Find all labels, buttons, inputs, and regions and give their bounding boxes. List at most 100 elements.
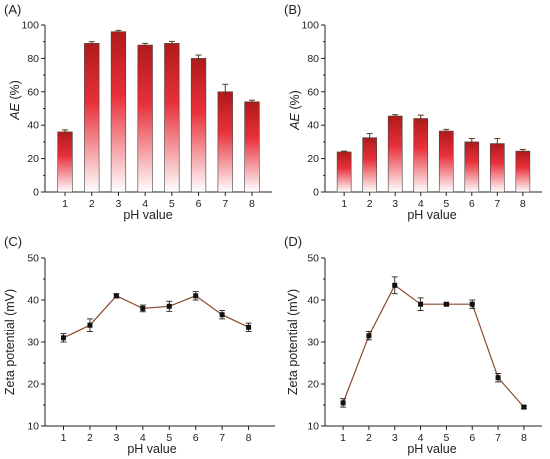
data-point xyxy=(443,301,449,307)
y-tick-label: 10 xyxy=(27,421,39,433)
y-tick-label: 40 xyxy=(307,295,319,307)
bar xyxy=(490,143,505,193)
data-point xyxy=(340,400,346,406)
data-point xyxy=(418,301,424,307)
x-tick-label: 6 xyxy=(469,432,475,444)
panel-label-a: (A) xyxy=(4,2,21,17)
x-tick-label: 4 xyxy=(140,432,146,444)
y-tick-label: 20 xyxy=(27,153,39,165)
bar xyxy=(464,141,480,193)
x-tick-label: 1 xyxy=(340,432,346,444)
x-tick-label: 7 xyxy=(495,432,501,444)
y-tick-label: 60 xyxy=(307,86,319,98)
panel-label-b: (B) xyxy=(284,2,301,17)
bar xyxy=(336,151,352,193)
x-tick-label: 4 xyxy=(418,432,424,444)
x-tick-label: 3 xyxy=(116,198,122,210)
x-tick-label: 3 xyxy=(392,432,398,444)
y-axis-label-b: AE (%) xyxy=(288,90,302,131)
x-tick-label: 1 xyxy=(61,432,67,444)
y-tick-label: 50 xyxy=(307,253,319,265)
y-tick-label: 40 xyxy=(307,120,319,132)
x-tick-label: 6 xyxy=(469,198,475,210)
y-axis-label-c: Zeta potential (mV) xyxy=(3,289,17,395)
bar xyxy=(164,43,180,193)
data-point xyxy=(366,333,372,339)
panel-label-d: (D) xyxy=(284,234,302,249)
x-axis-label-d: pH value xyxy=(407,442,456,456)
bar xyxy=(413,118,429,193)
data-point xyxy=(193,293,199,299)
x-tick-label: 7 xyxy=(222,198,228,210)
x-tick-label: 6 xyxy=(193,432,199,444)
x-tick-label: 2 xyxy=(367,198,373,210)
y-tick-label: 30 xyxy=(27,337,39,349)
bar xyxy=(110,31,127,193)
axes-d: 10 20 30 40 50 1 2 3 4 5 6 7 8 xyxy=(307,253,542,444)
panel-label-c: (C) xyxy=(4,234,22,249)
y-tick-label: 20 xyxy=(27,379,39,391)
data-point xyxy=(469,301,475,307)
y-tick-label: 50 xyxy=(27,253,39,265)
x-tick-label: 1 xyxy=(62,198,68,210)
data-point xyxy=(495,375,501,381)
x-tick-label: 5 xyxy=(166,432,172,444)
x-tick-label: 2 xyxy=(87,432,93,444)
y-tick-label: 20 xyxy=(307,153,319,165)
x-tick-label: 7 xyxy=(494,198,500,210)
bar xyxy=(190,58,207,193)
y-tick-label: 80 xyxy=(307,53,319,65)
panel-c: (C) 10 20 30 40 50 1 2 3 4 5 6 7 8 Zeta potential (m… xyxy=(3,234,275,456)
x-tick-label: 2 xyxy=(366,432,372,444)
panel-d: (D) 10 20 30 40 50 1 2 3 4 5 6 7 8 Zeta potential (m… xyxy=(284,234,542,456)
y-tick-label: 0 xyxy=(313,187,319,199)
y-tick-label: 100 xyxy=(301,20,319,32)
y-tick-label: 40 xyxy=(27,295,39,307)
bar xyxy=(515,150,531,193)
x-tick-label: 2 xyxy=(89,198,95,210)
data-point xyxy=(246,324,252,330)
panel-a: (A) 0 20 40 60 80 100 1 2 3 4 5 6 7 8 AE (%) pH value xyxy=(4,2,272,222)
x-tick-label: 4 xyxy=(418,198,424,210)
y-tick-label: 40 xyxy=(27,120,39,132)
x-tick-label: 8 xyxy=(520,198,526,210)
bar xyxy=(362,137,377,193)
x-tick-label: 7 xyxy=(219,432,225,444)
data-point xyxy=(166,303,172,309)
series-line xyxy=(342,284,525,408)
x-tick-label: 3 xyxy=(113,432,119,444)
bar xyxy=(217,91,233,193)
data-point xyxy=(392,282,398,288)
y-tick-label: 80 xyxy=(27,53,39,65)
x-axis-label-c: pH value xyxy=(127,442,176,456)
y-axis-label-a: AE (%) xyxy=(8,80,22,121)
axes-b: 0 20 40 60 80 100 1 2 3 4 5 6 7 8 xyxy=(301,20,542,210)
data-point xyxy=(61,335,67,341)
data-point xyxy=(219,312,225,318)
data-point xyxy=(87,322,93,328)
bar xyxy=(387,115,403,193)
panel-b: (B) 0 20 40 60 80 100 1 2 3 4 5 6 7 8 AE (%) pH value xyxy=(284,2,542,222)
bar xyxy=(57,131,73,193)
axes-a: 0 20 40 60 80 100 1 2 3 4 5 6 7 8 xyxy=(21,20,272,210)
x-tick-label: 8 xyxy=(521,432,527,444)
bar xyxy=(244,101,260,193)
data-point xyxy=(521,404,527,410)
data-point xyxy=(140,305,146,311)
y-tick-label: 100 xyxy=(21,20,39,32)
axes-c: 10 20 30 40 50 1 2 3 4 5 6 7 8 xyxy=(27,253,275,444)
data-point xyxy=(113,293,119,299)
series-line xyxy=(63,295,249,339)
y-tick-label: 20 xyxy=(307,379,319,391)
x-axis-label-b: pH value xyxy=(407,208,456,222)
y-tick-label: 30 xyxy=(307,337,319,349)
x-tick-label: 5 xyxy=(443,432,449,444)
x-tick-label: 1 xyxy=(341,198,347,210)
bar xyxy=(438,130,454,193)
y-tick-label: 0 xyxy=(33,187,39,199)
x-tick-label: 3 xyxy=(392,198,398,210)
x-axis-label-a: pH value xyxy=(123,208,172,222)
bar xyxy=(137,44,153,193)
x-tick-label: 5 xyxy=(443,198,449,210)
